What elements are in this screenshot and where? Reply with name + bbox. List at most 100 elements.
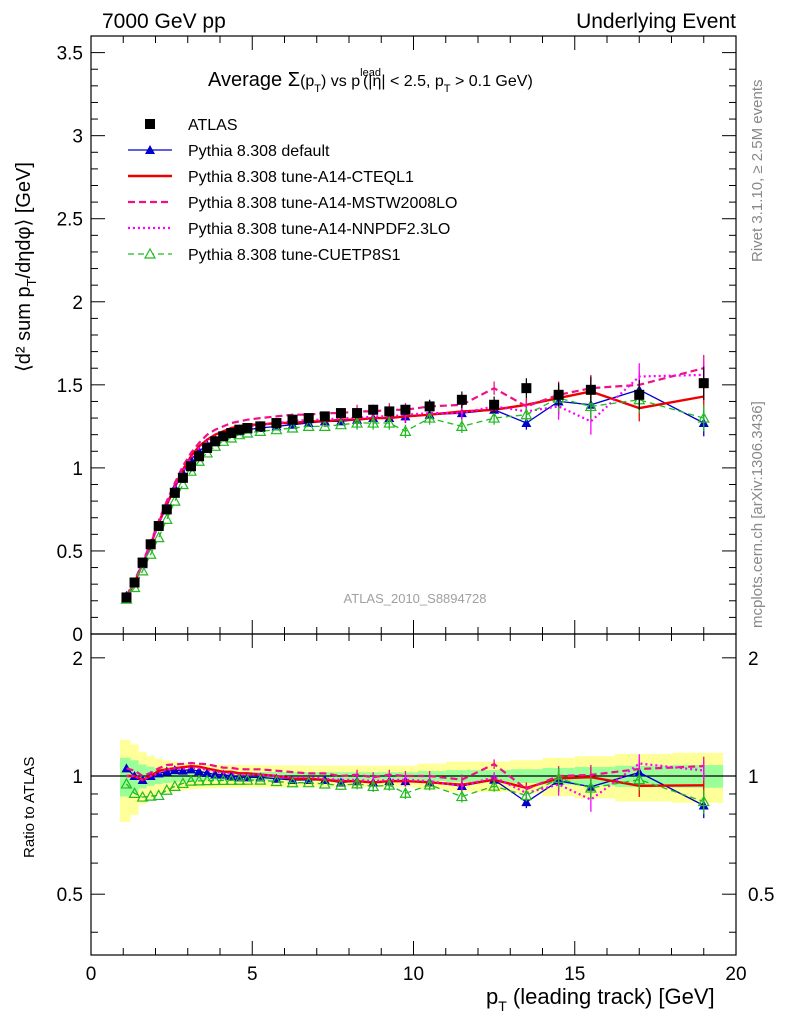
ratio-y-tick-label-right: 0.5	[748, 885, 774, 906]
ratio-cuetp8s1-marker	[184, 774, 197, 786]
title-lead: lead	[360, 67, 381, 79]
plot-title: Average Σ(pT) vs plead(|η| < 2.5, pT > 0…	[208, 67, 533, 95]
x-tick-label: 5	[247, 964, 258, 985]
ratio-cuetp8s1-marker	[225, 774, 238, 785]
main-default-marker	[521, 418, 532, 428]
ratio-y-tick-label-left: 0.5	[57, 885, 83, 906]
ratio-cuetp8s1-marker	[423, 778, 436, 790]
ratio-y-tick-label-right: 1	[748, 767, 759, 788]
data-point	[335, 408, 346, 419]
ratio-cuetp8s1-marker	[241, 773, 254, 785]
ratio-cuetp8s1-marker	[144, 789, 157, 801]
x-tick-label: 0	[86, 964, 97, 985]
ratio-default-marker	[185, 764, 196, 774]
ratio-default-marker	[202, 767, 213, 777]
ratio-default-marker	[210, 769, 221, 779]
data-point	[368, 404, 379, 415]
legend-marker-triangle	[145, 145, 155, 154]
data-point	[319, 411, 330, 422]
ratio-cuetp8s1-marker	[383, 778, 396, 790]
ratio-cuetp8s1-marker	[152, 789, 165, 801]
title-sigma: Σ	[288, 69, 300, 91]
header-right: Underlying Event	[576, 10, 736, 33]
ylabel-sub: T	[24, 278, 39, 286]
main-cuetp8s1-marker	[270, 423, 283, 435]
main-cuetp8s1-marker	[351, 416, 364, 428]
main-series-line	[125, 367, 705, 597]
data-point	[185, 461, 196, 472]
mcplots-label: mcplots.cern.ch [arXiv:1306.3436]	[749, 401, 766, 628]
data-point	[210, 436, 221, 447]
main-cuetp8s1-marker	[488, 411, 501, 423]
main-cuetp8s1-marker	[160, 513, 173, 524]
main-cuetp8s1-marker	[584, 400, 597, 412]
data-point	[121, 592, 132, 603]
title-main: Average	[208, 69, 288, 91]
ratio-default-marker	[194, 766, 205, 776]
ratio-panel-series	[120, 754, 710, 819]
ratio-cuetp8s1-marker	[302, 776, 315, 788]
main-y-tick-label: 0	[72, 625, 83, 646]
ratio-cuetp8s1-marker	[128, 787, 141, 798]
x-tick-label: 10	[403, 964, 424, 985]
main-cuetp8s1-marker	[423, 411, 436, 423]
data-point	[226, 428, 237, 439]
ratio-cuetp8s1-marker	[351, 777, 364, 789]
ratio-y-tick-label-left: 2	[72, 649, 83, 670]
ratio-cuetp8s1-marker	[217, 774, 230, 785]
data-point	[489, 399, 500, 410]
analysis-watermark: ATLAS_2010_S8894728	[344, 591, 487, 606]
main-cuetp8s1-marker	[144, 548, 157, 559]
y-axis-title: ⟨d² sum pT/dηdφ⟩ [GeV]	[13, 162, 39, 372]
x-tick-label: 20	[725, 964, 746, 985]
main-series-line	[125, 373, 704, 599]
main-series-line	[125, 390, 705, 599]
ratio-cuetp8s1-marker	[455, 790, 468, 802]
ratio-cuetp8s1-marker	[334, 778, 347, 790]
ratio-cuetp8s1-marker	[318, 777, 331, 789]
main-y-tick-label: 0.5	[57, 542, 83, 563]
data-point	[271, 418, 282, 429]
data-point	[177, 472, 188, 483]
data-point	[161, 504, 172, 515]
title-close: ) vs p	[321, 73, 360, 90]
ratio-band-inner	[120, 757, 131, 797]
ratio-cuetp8s1-marker	[552, 772, 565, 783]
data-point	[137, 557, 148, 568]
data-point	[634, 389, 645, 400]
title-tail: (|η| < 2.5, p	[363, 73, 444, 90]
main-cuetp8s1-marker	[176, 478, 189, 490]
ratio-cuetp8s1-marker	[367, 780, 380, 792]
data-point	[303, 413, 314, 424]
ratio-cuetp8s1-marker	[120, 777, 133, 789]
ratio-y-tick-label-right: 2	[748, 649, 759, 670]
main-cuetp8s1-marker	[302, 420, 315, 431]
ratio-cuetp8s1-marker	[584, 781, 597, 793]
main-cuetp8s1-marker	[136, 564, 149, 576]
ratio-cuetp8s1-marker	[209, 774, 222, 786]
data-point	[424, 401, 435, 412]
ratio-cuetp8s1-marker	[399, 787, 412, 798]
ratio-y-axis-title: Ratio to ATLAS	[21, 757, 38, 858]
ratio-cuetp8s1-marker	[633, 773, 646, 785]
main-cuetp8s1-marker	[318, 420, 331, 431]
ratio-cuetp8s1-marker	[160, 783, 173, 795]
ratio-default-marker	[177, 765, 188, 775]
main-y-tick-label: 1.5	[57, 376, 83, 397]
legend-label: Pythia 8.308 tune-A14-CTEQL1	[188, 169, 414, 186]
ratio-default-marker	[169, 765, 180, 775]
data-point	[202, 442, 213, 453]
ratio-default-marker	[161, 766, 172, 776]
ratio-cuetp8s1-marker	[286, 776, 299, 788]
data-point	[194, 451, 205, 462]
main-cuetp8s1-marker	[286, 421, 299, 433]
data-point	[255, 421, 266, 432]
ratio-cuetp8s1-marker	[233, 773, 246, 785]
ratio-default-marker	[521, 797, 532, 807]
ratio-cuetp8s1-marker	[176, 777, 189, 789]
legend-label: Pythia 8.308 tune-A14-MSTW2008LO	[188, 195, 457, 212]
ratio-cuetp8s1-marker	[697, 795, 710, 807]
title-tail2: > 0.1 GeV)	[451, 73, 533, 90]
main-y-tick-label: 3.5	[57, 44, 83, 65]
